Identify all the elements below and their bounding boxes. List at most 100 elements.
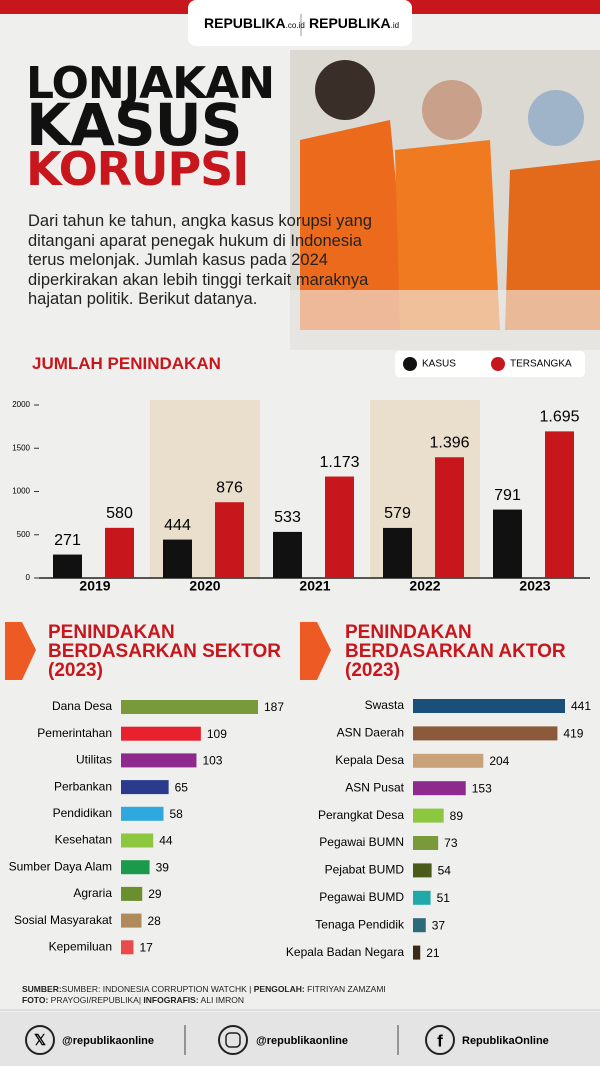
bar: [435, 457, 464, 578]
bar: [545, 431, 574, 578]
facebook-icon: [425, 1025, 455, 1055]
value-label: 444: [164, 517, 191, 534]
instagram-icon: [218, 1025, 248, 1055]
value-label: 73: [444, 836, 458, 850]
y-tick-label: 500: [17, 530, 31, 539]
value-label: 204: [489, 754, 509, 768]
source-text: PRAYOGI/REPUBLIKA|: [48, 995, 144, 1005]
x-tick-label: 2023: [519, 578, 550, 594]
bar: [121, 913, 142, 928]
bar: [121, 860, 150, 875]
y-tick-label: 1000: [12, 487, 30, 496]
handle: RepublikaOnline: [462, 1035, 549, 1047]
logo-box: [188, 0, 412, 46]
category-label: Perbankan: [54, 779, 112, 793]
handle: @republikaonline: [256, 1035, 348, 1047]
footer-band: [0, 1012, 600, 1066]
twitter-icon: [25, 1025, 55, 1055]
value-label: 89: [450, 809, 464, 823]
value-label: 187: [264, 700, 284, 714]
category-label: Sumber Daya Alam: [9, 859, 112, 873]
handle: @republikaonline: [62, 1035, 154, 1047]
facebook-icon: f: [437, 1031, 443, 1050]
category-label: Kesehatan: [55, 833, 112, 847]
value-label: 1.173: [319, 454, 359, 471]
bar: [53, 554, 82, 578]
intro: Dari tahun ke tahun, angka kasus korupsi…: [28, 212, 372, 308]
bar: [121, 780, 169, 795]
value-label: 271: [54, 532, 81, 549]
value-label: 109: [207, 727, 227, 741]
value-label: 37: [432, 918, 446, 932]
bar: [413, 808, 444, 823]
category-label: Kepemiluan: [49, 939, 112, 953]
value-label: 441: [571, 699, 591, 713]
category-label: ASN Pusat: [345, 780, 404, 794]
logo-suffix: .id: [390, 21, 400, 30]
source-label: SUMBER:: [22, 984, 62, 994]
bar: [105, 527, 134, 578]
value-label: 1.695: [539, 409, 579, 426]
photo: [290, 50, 600, 350]
category-label: Tenaga Pendidik: [315, 917, 405, 931]
value-label: 44: [159, 834, 173, 848]
y-tick-label: 0: [26, 573, 31, 582]
logo: REPUBLIKA.id: [309, 15, 399, 31]
title: LONJAKAN: [26, 58, 275, 109]
value-label: 65: [175, 780, 189, 794]
y-tick-label: 1500: [12, 443, 30, 452]
bar: [413, 945, 421, 960]
value-label: 51: [437, 891, 451, 905]
twitter-icon: 𝕏: [34, 1032, 46, 1049]
bar: [273, 531, 302, 578]
bar: [121, 886, 143, 901]
value-label: 17: [139, 940, 153, 954]
x-tick-label: 2019: [79, 578, 110, 594]
bar: [163, 539, 192, 578]
value-label: 54: [438, 864, 452, 878]
chart-title: JUMLAH PENINDAKAN: [32, 354, 221, 373]
bar: [121, 726, 201, 741]
source-text: ALI IMRON: [198, 995, 244, 1005]
legend-box: [395, 351, 585, 377]
bar: [493, 509, 522, 578]
title: KORUPSI: [26, 142, 249, 196]
category-label: Swasta: [365, 698, 405, 712]
category-label: Perangkat Desa: [318, 808, 404, 822]
category-label: Kepala Desa: [335, 753, 404, 767]
bar: [413, 836, 439, 850]
value-label: 103: [202, 754, 222, 768]
value-label: 791: [494, 487, 521, 504]
value-label: 579: [384, 505, 411, 522]
logo-text: REPUBLIKA: [204, 15, 286, 31]
source-text: FITRIYAN ZAMZAMI: [304, 984, 386, 994]
x-tick-label: 2020: [189, 578, 220, 594]
bar: [383, 527, 412, 578]
category-label: Pemerintahan: [37, 726, 112, 740]
chart-title: PENINDAKAN BERDASARKAN SEKTOR (2023): [48, 622, 281, 681]
bar: [325, 476, 354, 578]
bar: [121, 940, 134, 955]
bar: [413, 753, 484, 768]
legend-label: TERSANGKA: [510, 359, 572, 370]
value-label: 580: [106, 505, 133, 522]
legend-swatch: [403, 357, 417, 371]
value-label: 876: [216, 479, 243, 496]
bar: [121, 753, 197, 768]
category-label: Dana Desa: [52, 699, 112, 713]
legend-label: KASUS: [422, 359, 456, 370]
category-label: Kepala Badan Negara: [286, 945, 404, 959]
bar: [413, 863, 432, 878]
value-label: 58: [169, 807, 183, 821]
category-label: Agraria: [73, 886, 112, 900]
bar: [413, 699, 565, 713]
value-label: 419: [563, 727, 583, 741]
bar: [413, 781, 466, 796]
bar: [121, 806, 164, 821]
source: SUMBER:SUMBER: INDONESIA CORRUPTION WATC…: [22, 984, 386, 1006]
category-label: Pendidikan: [53, 806, 112, 820]
source-label: INFOGRAFIS:: [143, 995, 199, 1005]
logo-suffix: .co.id: [285, 21, 305, 30]
